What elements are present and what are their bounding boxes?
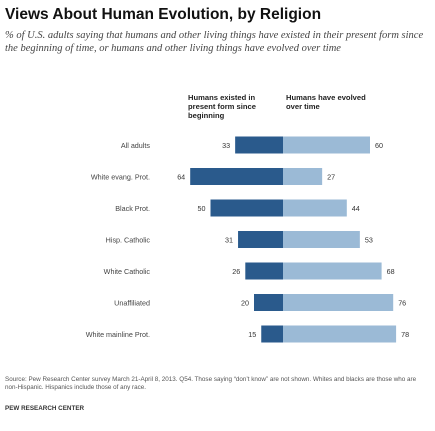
bar-existed (190, 168, 283, 185)
source-label: PEW RESEARCH CENTER (5, 405, 85, 412)
bar-existed (210, 199, 283, 217)
bar-existed (238, 231, 283, 248)
data-label-evolved: 44 (352, 204, 360, 213)
data-label-existed: 31 (225, 236, 233, 245)
data-label-evolved: 60 (375, 141, 383, 150)
bar-evolved (283, 325, 397, 343)
bar-existed (261, 325, 283, 343)
bar-existed (245, 262, 283, 280)
category-label: Hisp. Catholic (106, 236, 151, 245)
diverging-bar-chart: All adults 33 60 White evang. Prot. 64 27 Blac… (86, 136, 409, 343)
data-label-evolved: 53 (365, 236, 373, 245)
footnote: Source: Pew Research Center survey March… (5, 376, 417, 391)
data-label-existed: 20 (241, 299, 249, 308)
bar-existed (254, 294, 283, 311)
bar-evolved (283, 136, 370, 154)
category-label: Black Prot. (115, 204, 150, 213)
category-label: White evang. Prot. (91, 173, 150, 182)
data-label-evolved: 76 (398, 299, 406, 308)
bar-evolved (283, 231, 360, 248)
legend-existed: Humans existed in present form since beg… (188, 93, 256, 120)
data-label-evolved: 27 (327, 173, 335, 182)
chart-subtitle: % of U.S. adults saying that humans and … (5, 30, 424, 54)
bar-existed (235, 136, 283, 154)
bar-evolved (283, 294, 394, 311)
bar-evolved (283, 262, 382, 280)
data-label-existed: 15 (248, 330, 256, 339)
data-label-evolved: 68 (387, 267, 395, 276)
legend-evolved: Humans have evolved over time (286, 93, 366, 111)
category-label: White Catholic (104, 267, 151, 276)
bar-evolved (283, 168, 323, 185)
data-label-existed: 33 (222, 141, 230, 150)
category-label: All adults (121, 141, 151, 150)
data-label-existed: 50 (198, 204, 206, 213)
data-label-existed: 26 (232, 267, 240, 276)
category-label: White mainline Prot. (86, 330, 150, 339)
bar-evolved (283, 199, 347, 217)
data-label-existed: 64 (177, 173, 185, 182)
chart-title: Views About Human Evolution, by Religion (5, 6, 322, 23)
data-label-evolved: 78 (401, 330, 409, 339)
category-label: Unaffiliated (114, 299, 150, 308)
